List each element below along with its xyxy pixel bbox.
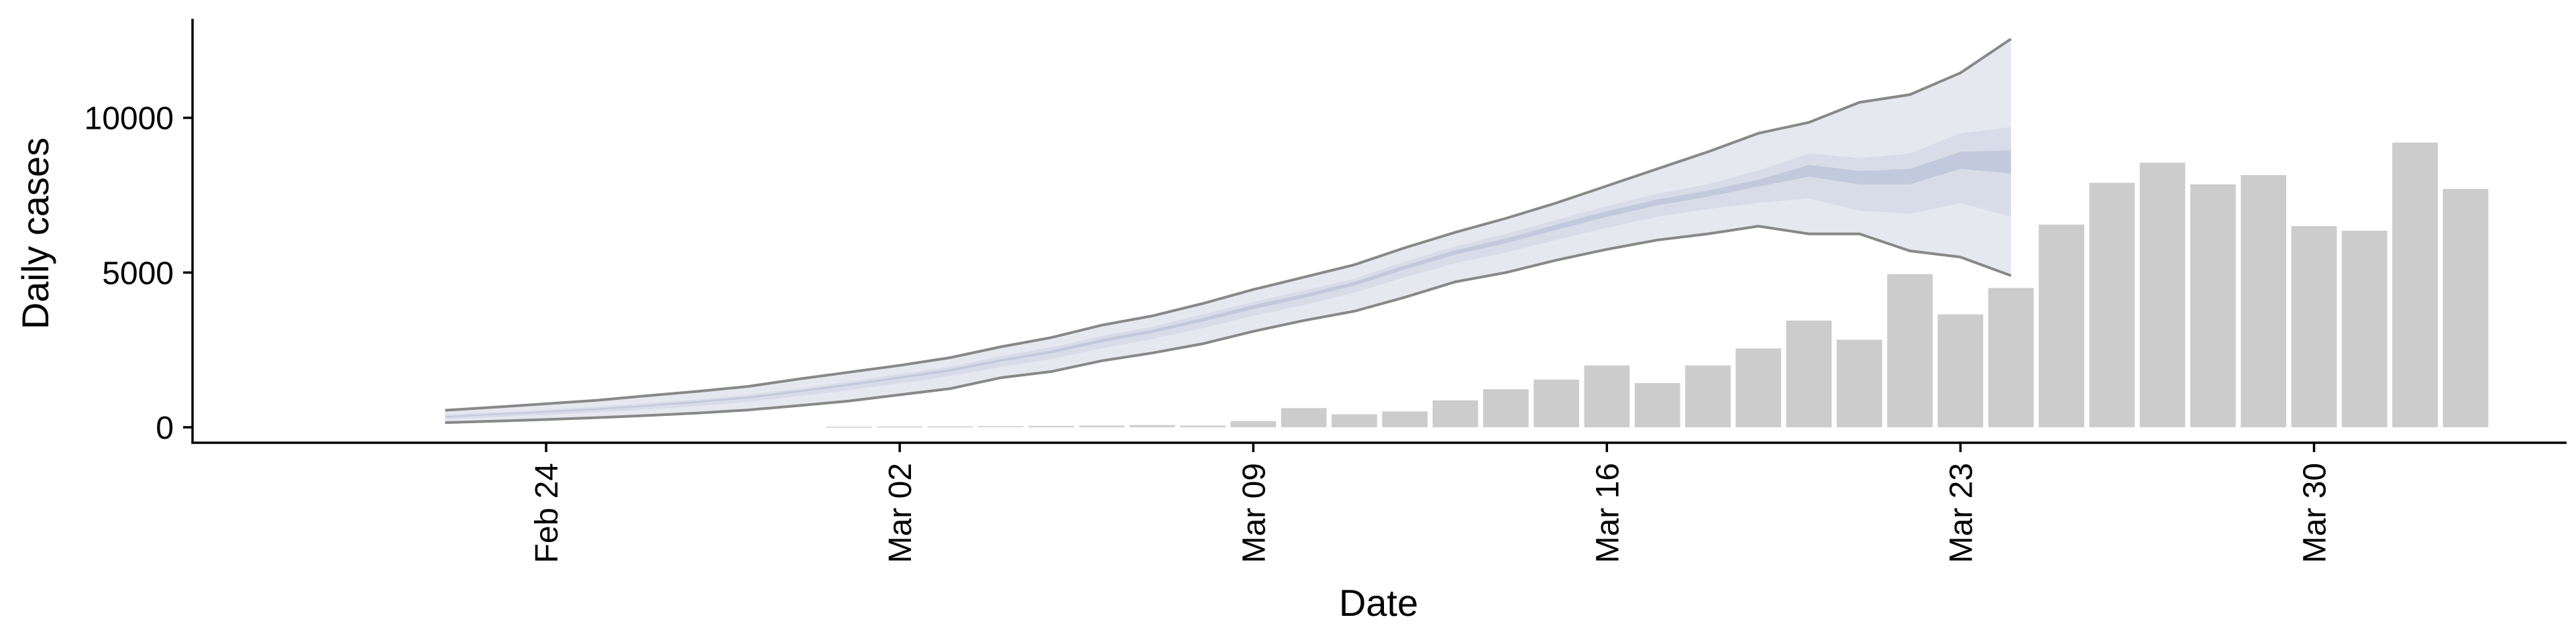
x-tick-label: Mar 16 bbox=[1590, 463, 1625, 563]
bar bbox=[1332, 414, 1377, 427]
bar bbox=[1786, 320, 1832, 427]
estimate-inner-band bbox=[445, 150, 2011, 418]
x-tick-label: Mar 30 bbox=[2298, 463, 2333, 563]
bar bbox=[2089, 182, 2135, 427]
bar bbox=[2190, 184, 2236, 427]
estimate-upper-line bbox=[445, 38, 2012, 412]
bar bbox=[2392, 142, 2438, 427]
bar bbox=[1281, 408, 1327, 427]
bar bbox=[1634, 383, 1680, 427]
bar bbox=[2039, 224, 2084, 427]
bar bbox=[1887, 274, 1933, 427]
bars-layer bbox=[826, 142, 2489, 428]
bar bbox=[2241, 175, 2287, 427]
bar bbox=[2341, 231, 2387, 427]
bar bbox=[1382, 411, 1428, 427]
bar bbox=[1180, 425, 1226, 427]
x-axis-label: Date bbox=[1339, 582, 1418, 624]
estimate-band-layer bbox=[445, 38, 2012, 424]
x-ticks: Feb 24 Mar 02 Mar 09 Mar 16 Mar 23 Mar 30 bbox=[529, 443, 2333, 563]
bar bbox=[927, 426, 973, 428]
bar bbox=[2291, 226, 2337, 427]
y-tick-label: 0 bbox=[156, 411, 174, 446]
bar bbox=[1685, 365, 1731, 427]
estimate-outer-band bbox=[445, 39, 2011, 423]
bar bbox=[2443, 189, 2489, 427]
bar bbox=[1432, 400, 1479, 427]
bar bbox=[2139, 162, 2186, 427]
estimate-lower-line bbox=[445, 225, 2012, 424]
x-tick-label: Mar 02 bbox=[883, 463, 918, 563]
bar bbox=[1735, 348, 1782, 427]
y-tick-label: 5000 bbox=[102, 256, 174, 291]
bar bbox=[977, 426, 1024, 427]
bar bbox=[1534, 379, 1579, 427]
y-axis-label: Daily cases bbox=[14, 138, 56, 329]
x-tick-label: Mar 23 bbox=[1943, 463, 1979, 563]
bar bbox=[1836, 339, 1882, 427]
y-tick-label: 10000 bbox=[85, 101, 174, 137]
x-tick-label: Feb 24 bbox=[529, 463, 565, 563]
bar bbox=[1988, 288, 2034, 427]
axes-layer: 0 5000 10000 Feb 24 Mar 02 Mar 09 Mar 16 Mar 2… bbox=[14, 19, 2567, 624]
bar bbox=[1483, 389, 1529, 427]
bar bbox=[1584, 365, 1630, 427]
bar bbox=[1937, 314, 1984, 427]
y-ticks: 0 5000 10000 bbox=[85, 101, 193, 446]
bar bbox=[1129, 425, 1175, 427]
bar bbox=[1028, 425, 1074, 427]
x-tick-label: Mar 09 bbox=[1236, 463, 1272, 563]
bar bbox=[877, 426, 923, 428]
bar bbox=[1230, 421, 1277, 427]
bar bbox=[826, 427, 872, 428]
bar bbox=[1079, 425, 1125, 427]
